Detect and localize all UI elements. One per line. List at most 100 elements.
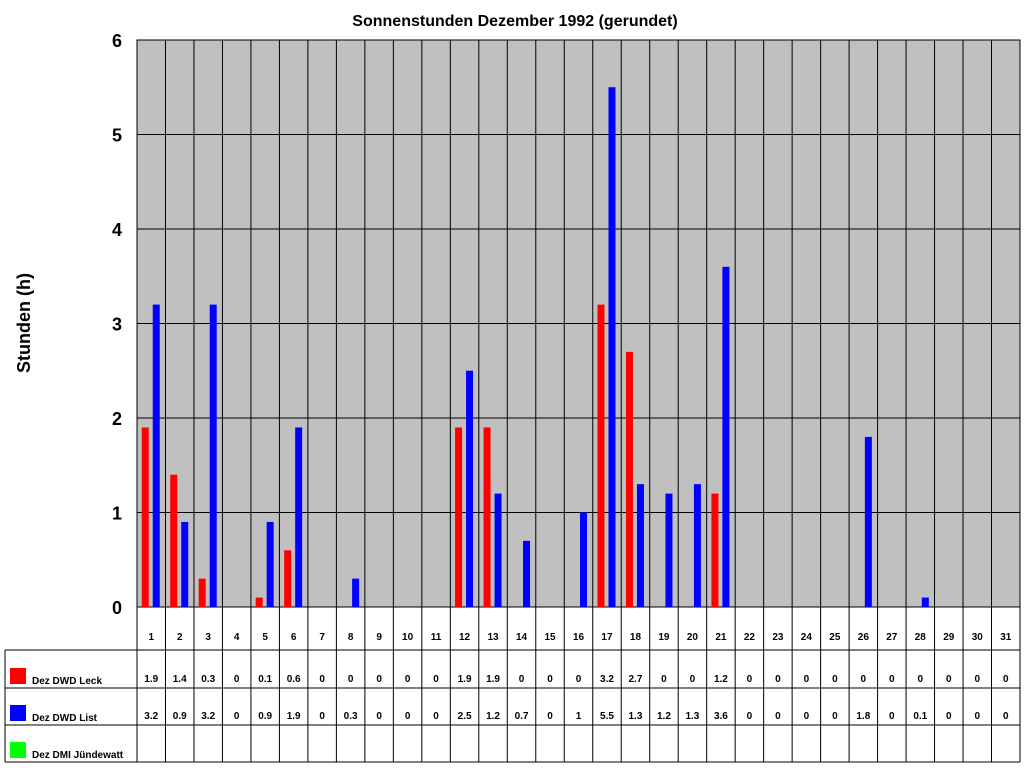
table-cell: 0 <box>405 674 411 685</box>
x-tick-label: 13 <box>487 632 499 643</box>
table-cell: 1.3 <box>629 711 643 722</box>
table-cell: 3.2 <box>201 711 215 722</box>
table-cell: 0 <box>804 674 810 685</box>
table-cell: 0 <box>433 674 439 685</box>
table-cell: 3.2 <box>600 674 614 685</box>
table-cell: 1.9 <box>486 674 500 685</box>
bar-dez-dwd-leck <box>597 304 605 607</box>
table-cell: 0 <box>433 711 439 722</box>
bar-dez-dwd-list <box>722 266 730 607</box>
table-cell: 3.2 <box>144 711 158 722</box>
table-cell: 0 <box>348 674 354 685</box>
bar-dez-dwd-leck <box>255 597 263 607</box>
table-cell: 0 <box>234 711 240 722</box>
x-tick-label: 26 <box>858 632 870 643</box>
table-cell: 0 <box>376 674 382 685</box>
table-cell: 0 <box>804 711 810 722</box>
legend-swatch <box>10 705 26 721</box>
bar-dez-dwd-list <box>266 521 274 607</box>
table-cell: 0 <box>946 711 952 722</box>
legend-label: Dez DWD Leck <box>32 676 102 687</box>
x-tick-label: 4 <box>234 632 240 643</box>
x-tick-label: 18 <box>630 632 642 643</box>
x-tick-label: 1 <box>148 632 154 643</box>
table-cell: 0 <box>832 674 838 685</box>
table-cell: 0.3 <box>344 711 358 722</box>
y-tick-label: 5 <box>112 126 122 146</box>
x-tick-label: 15 <box>544 632 556 643</box>
table-cell: 0 <box>576 674 582 685</box>
table-cell: 0.9 <box>258 711 272 722</box>
table-cell: 0 <box>747 674 753 685</box>
table-cell: 0 <box>974 674 980 685</box>
bar-dez-dwd-list <box>636 484 644 607</box>
chart-title: Sonnenstunden Dezember 1992 (gerundet) <box>352 13 677 30</box>
x-tick-label: 25 <box>829 632 841 643</box>
y-axis-label: Stunden (h) <box>14 273 34 373</box>
table-cell: 0 <box>519 674 525 685</box>
x-tick-label: 11 <box>431 632 442 643</box>
x-tick-label: 7 <box>319 632 325 643</box>
table-cell: 0 <box>319 674 325 685</box>
bar-dez-dwd-leck <box>198 578 206 607</box>
table-cell: 0 <box>234 674 240 685</box>
bar-dez-dwd-list <box>295 427 303 607</box>
y-tick-label: 1 <box>112 504 122 524</box>
table-cell: 0 <box>974 711 980 722</box>
x-tick-label: 29 <box>943 632 955 643</box>
x-tick-label: 23 <box>772 632 784 643</box>
legend-swatch <box>10 742 26 758</box>
x-tick-label: 14 <box>516 632 528 643</box>
x-tick-label: 8 <box>348 632 354 643</box>
table-cell: 0 <box>946 674 952 685</box>
x-tick-label: 20 <box>687 632 699 643</box>
bar-dez-dwd-list <box>608 87 616 607</box>
table-cell: 1.2 <box>657 711 671 722</box>
table-cell: 0.6 <box>287 674 301 685</box>
table-cell: 1.4 <box>173 674 187 685</box>
y-tick-label: 4 <box>112 220 122 240</box>
table-cell: 0 <box>690 674 696 685</box>
table-cell: 0 <box>1003 674 1009 685</box>
table-cell: 0 <box>376 711 382 722</box>
x-tick-label: 22 <box>744 632 756 643</box>
table-cell: 0 <box>889 674 895 685</box>
table-cell: 1.2 <box>486 711 500 722</box>
bar-dez-dwd-leck <box>141 427 149 607</box>
bar-dez-dwd-list <box>494 493 502 607</box>
table-cell: 0 <box>547 711 553 722</box>
table-cell: 1.3 <box>685 711 699 722</box>
table-cell: 0 <box>918 674 924 685</box>
table-cell: 0 <box>1003 711 1009 722</box>
x-tick-label: 24 <box>801 632 813 643</box>
x-tick-label: 16 <box>573 632 585 643</box>
table-cell: 1.2 <box>714 674 728 685</box>
bar-dez-dwd-list <box>523 540 531 607</box>
table-cell: 1.9 <box>458 674 472 685</box>
bar-dez-dwd-leck <box>483 427 491 607</box>
table-cell: 1.9 <box>144 674 158 685</box>
bar-dez-dwd-list <box>864 436 872 607</box>
y-tick-label: 0 <box>112 598 122 618</box>
table-cell: 1.8 <box>856 711 870 722</box>
bar-dez-dwd-list <box>693 484 701 607</box>
bar-dez-dwd-list <box>152 304 160 607</box>
x-tick-label: 9 <box>376 632 382 643</box>
legend-label: Dez DMI Jündewatt <box>32 750 124 761</box>
y-tick-label: 2 <box>112 409 122 429</box>
table-cell: 2.5 <box>458 711 472 722</box>
bar-dez-dwd-leck <box>284 550 292 607</box>
x-tick-label: 27 <box>886 632 898 643</box>
table-cell: 0.3 <box>201 674 215 685</box>
bar-dez-dwd-list <box>580 512 587 607</box>
x-tick-label: 19 <box>658 632 670 643</box>
bar-dez-dwd-list <box>665 493 673 607</box>
table-cell: 0 <box>775 674 781 685</box>
table-cell: 0.1 <box>913 711 927 722</box>
table-cell: 0.9 <box>173 711 187 722</box>
table-cell: 0 <box>832 711 838 722</box>
data-table: 1 2 3 4 5 6 7 8 9 10 11 12 13 14 15 16 17 18 19 20 21 22 23 24 2… <box>4 632 1020 763</box>
table-cell: 0 <box>405 711 411 722</box>
